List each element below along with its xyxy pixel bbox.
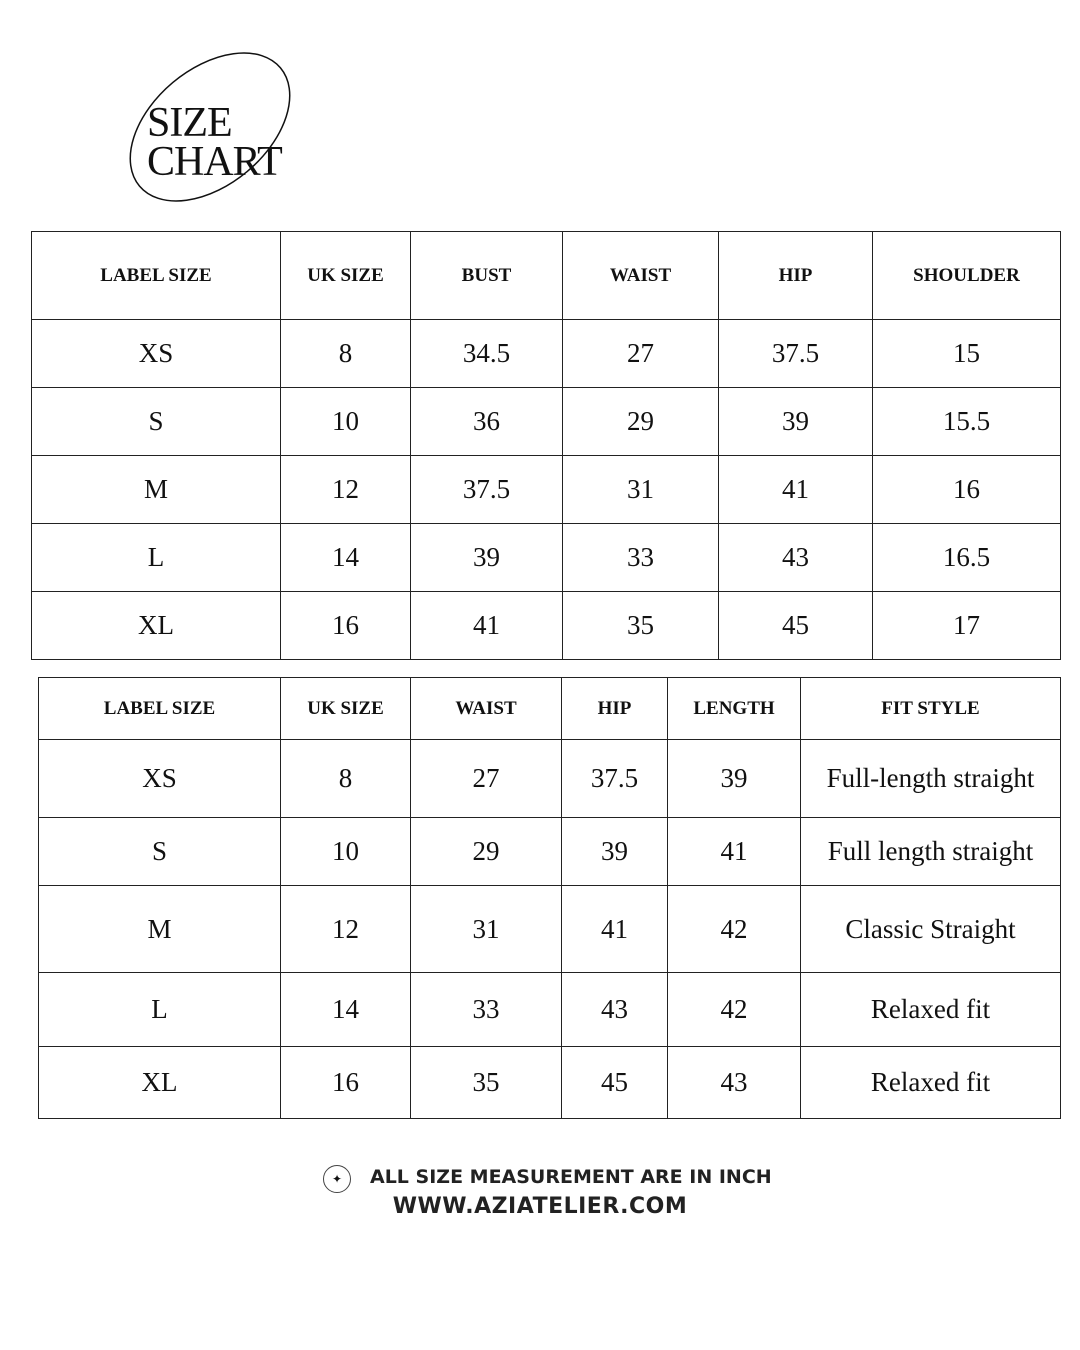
table-cell: 39 [718,387,873,456]
table-cell: Full length straight [800,817,1061,886]
table-cell: 35 [562,591,719,660]
table-cell: Relaxed fit [800,972,1061,1047]
column-header: HIP [561,677,668,740]
table-row: S 10 36 29 39 15.5 [31,387,1061,456]
size-table-bottoms: LABEL SIZE UK SIZE WAIST HIP LENGTH FIT STYLE… [38,677,1061,1119]
table-cell: 33 [562,523,719,592]
table-cell: 8 [280,739,411,818]
table-cell: 43 [667,1046,801,1119]
table-cell: 35 [410,1046,562,1119]
table-cell: XS [31,319,281,388]
column-header: UK SIZE [280,231,411,320]
column-header: SHOULDER [872,231,1061,320]
column-header: LABEL SIZE [38,677,281,740]
header-row: LABEL SIZE UK SIZE BUST WAIST HIP SHOULDER [31,231,1061,320]
table-cell: 15.5 [872,387,1061,456]
header-row: LABEL SIZE UK SIZE WAIST HIP LENGTH FIT STYLE [38,677,1061,740]
table-cell: 41 [667,817,801,886]
table-cell: L [31,523,281,592]
table-cell: 41 [561,885,668,973]
table-row: XL 16 35 45 43 Relaxed fit [38,1046,1061,1119]
table-cell: 37.5 [561,739,668,818]
table-cell: 41 [410,591,563,660]
size-chart-logo: SIZE CHART [120,50,305,205]
logo-text-size: SIZE [147,100,233,146]
table-cell: 27 [562,319,719,388]
table-row: L 14 33 43 42 Relaxed fit [38,972,1061,1047]
table-row: L 14 39 33 43 16.5 [31,523,1061,592]
table-cell: 27 [410,739,562,818]
website-url: WWW.AZIATELIER.COM [392,1194,688,1219]
table-cell: 33 [410,972,562,1047]
table-row: XS 8 27 37.5 39 Full-length straight [38,739,1061,818]
table-cell: 41 [718,455,873,524]
table-cell: 16.5 [872,523,1061,592]
table-cell: XS [38,739,281,818]
table-cell: 31 [410,885,562,973]
table-cell: 39 [561,817,668,886]
table-cell: 45 [718,591,873,660]
column-header: BUST [410,231,563,320]
table-cell: Full-length straight [800,739,1061,818]
size-table-tops: LABEL SIZE UK SIZE BUST WAIST HIP SHOULDER XS 8… [31,231,1061,660]
column-header: LENGTH [667,677,801,740]
table-cell: 17 [872,591,1061,660]
table-cell: XL [38,1046,281,1119]
table-cell: 31 [562,455,719,524]
table-cell: 42 [667,972,801,1047]
table-cell: 14 [280,523,411,592]
table-cell: 37.5 [718,319,873,388]
column-header: WAIST [410,677,562,740]
table-cell: 10 [280,817,411,886]
table-cell: 39 [410,523,563,592]
table-cell: 36 [410,387,563,456]
table-cell: 12 [280,885,411,973]
table-cell: XL [31,591,281,660]
table-cell: M [38,885,281,973]
logo-ellipse [129,52,291,202]
table-cell: 43 [561,972,668,1047]
table-row: S 10 29 39 41 Full length straight [38,817,1061,886]
table-cell: 43 [718,523,873,592]
column-header: HIP [718,231,873,320]
table-cell: 8 [280,319,411,388]
table-cell: 12 [280,455,411,524]
table-cell: Classic Straight [800,885,1061,973]
sparkle-icon: ✦ [323,1165,351,1193]
measurement-note: ALL SIZE MEASUREMENT ARE IN INCH [370,1166,772,1188]
table-cell: 29 [562,387,719,456]
table-cell: 10 [280,387,411,456]
table-cell: 15 [872,319,1061,388]
table-cell: Relaxed fit [800,1046,1061,1119]
column-header: UK SIZE [280,677,411,740]
table-cell: S [31,387,281,456]
table-cell: 29 [410,817,562,886]
table-cell: 16 [280,1046,411,1119]
table-cell: 39 [667,739,801,818]
table-row: M 12 37.5 31 41 16 [31,455,1061,524]
logo-text-chart: CHART [147,139,283,185]
table-cell: 42 [667,885,801,973]
column-header: FIT STYLE [800,677,1061,740]
table-cell: 45 [561,1046,668,1119]
table-cell: S [38,817,281,886]
table-row: XL 16 41 35 45 17 [31,591,1061,660]
column-header: WAIST [562,231,719,320]
column-header: LABEL SIZE [31,231,281,320]
table-cell: 37.5 [410,455,563,524]
table-row: M 12 31 41 42 Classic Straight [38,885,1061,973]
table-cell: L [38,972,281,1047]
table-cell: 34.5 [410,319,563,388]
table-cell: 16 [872,455,1061,524]
table-cell: 14 [280,972,411,1047]
table-row: XS 8 34.5 27 37.5 15 [31,319,1061,388]
table-cell: M [31,455,281,524]
table-cell: 16 [280,591,411,660]
